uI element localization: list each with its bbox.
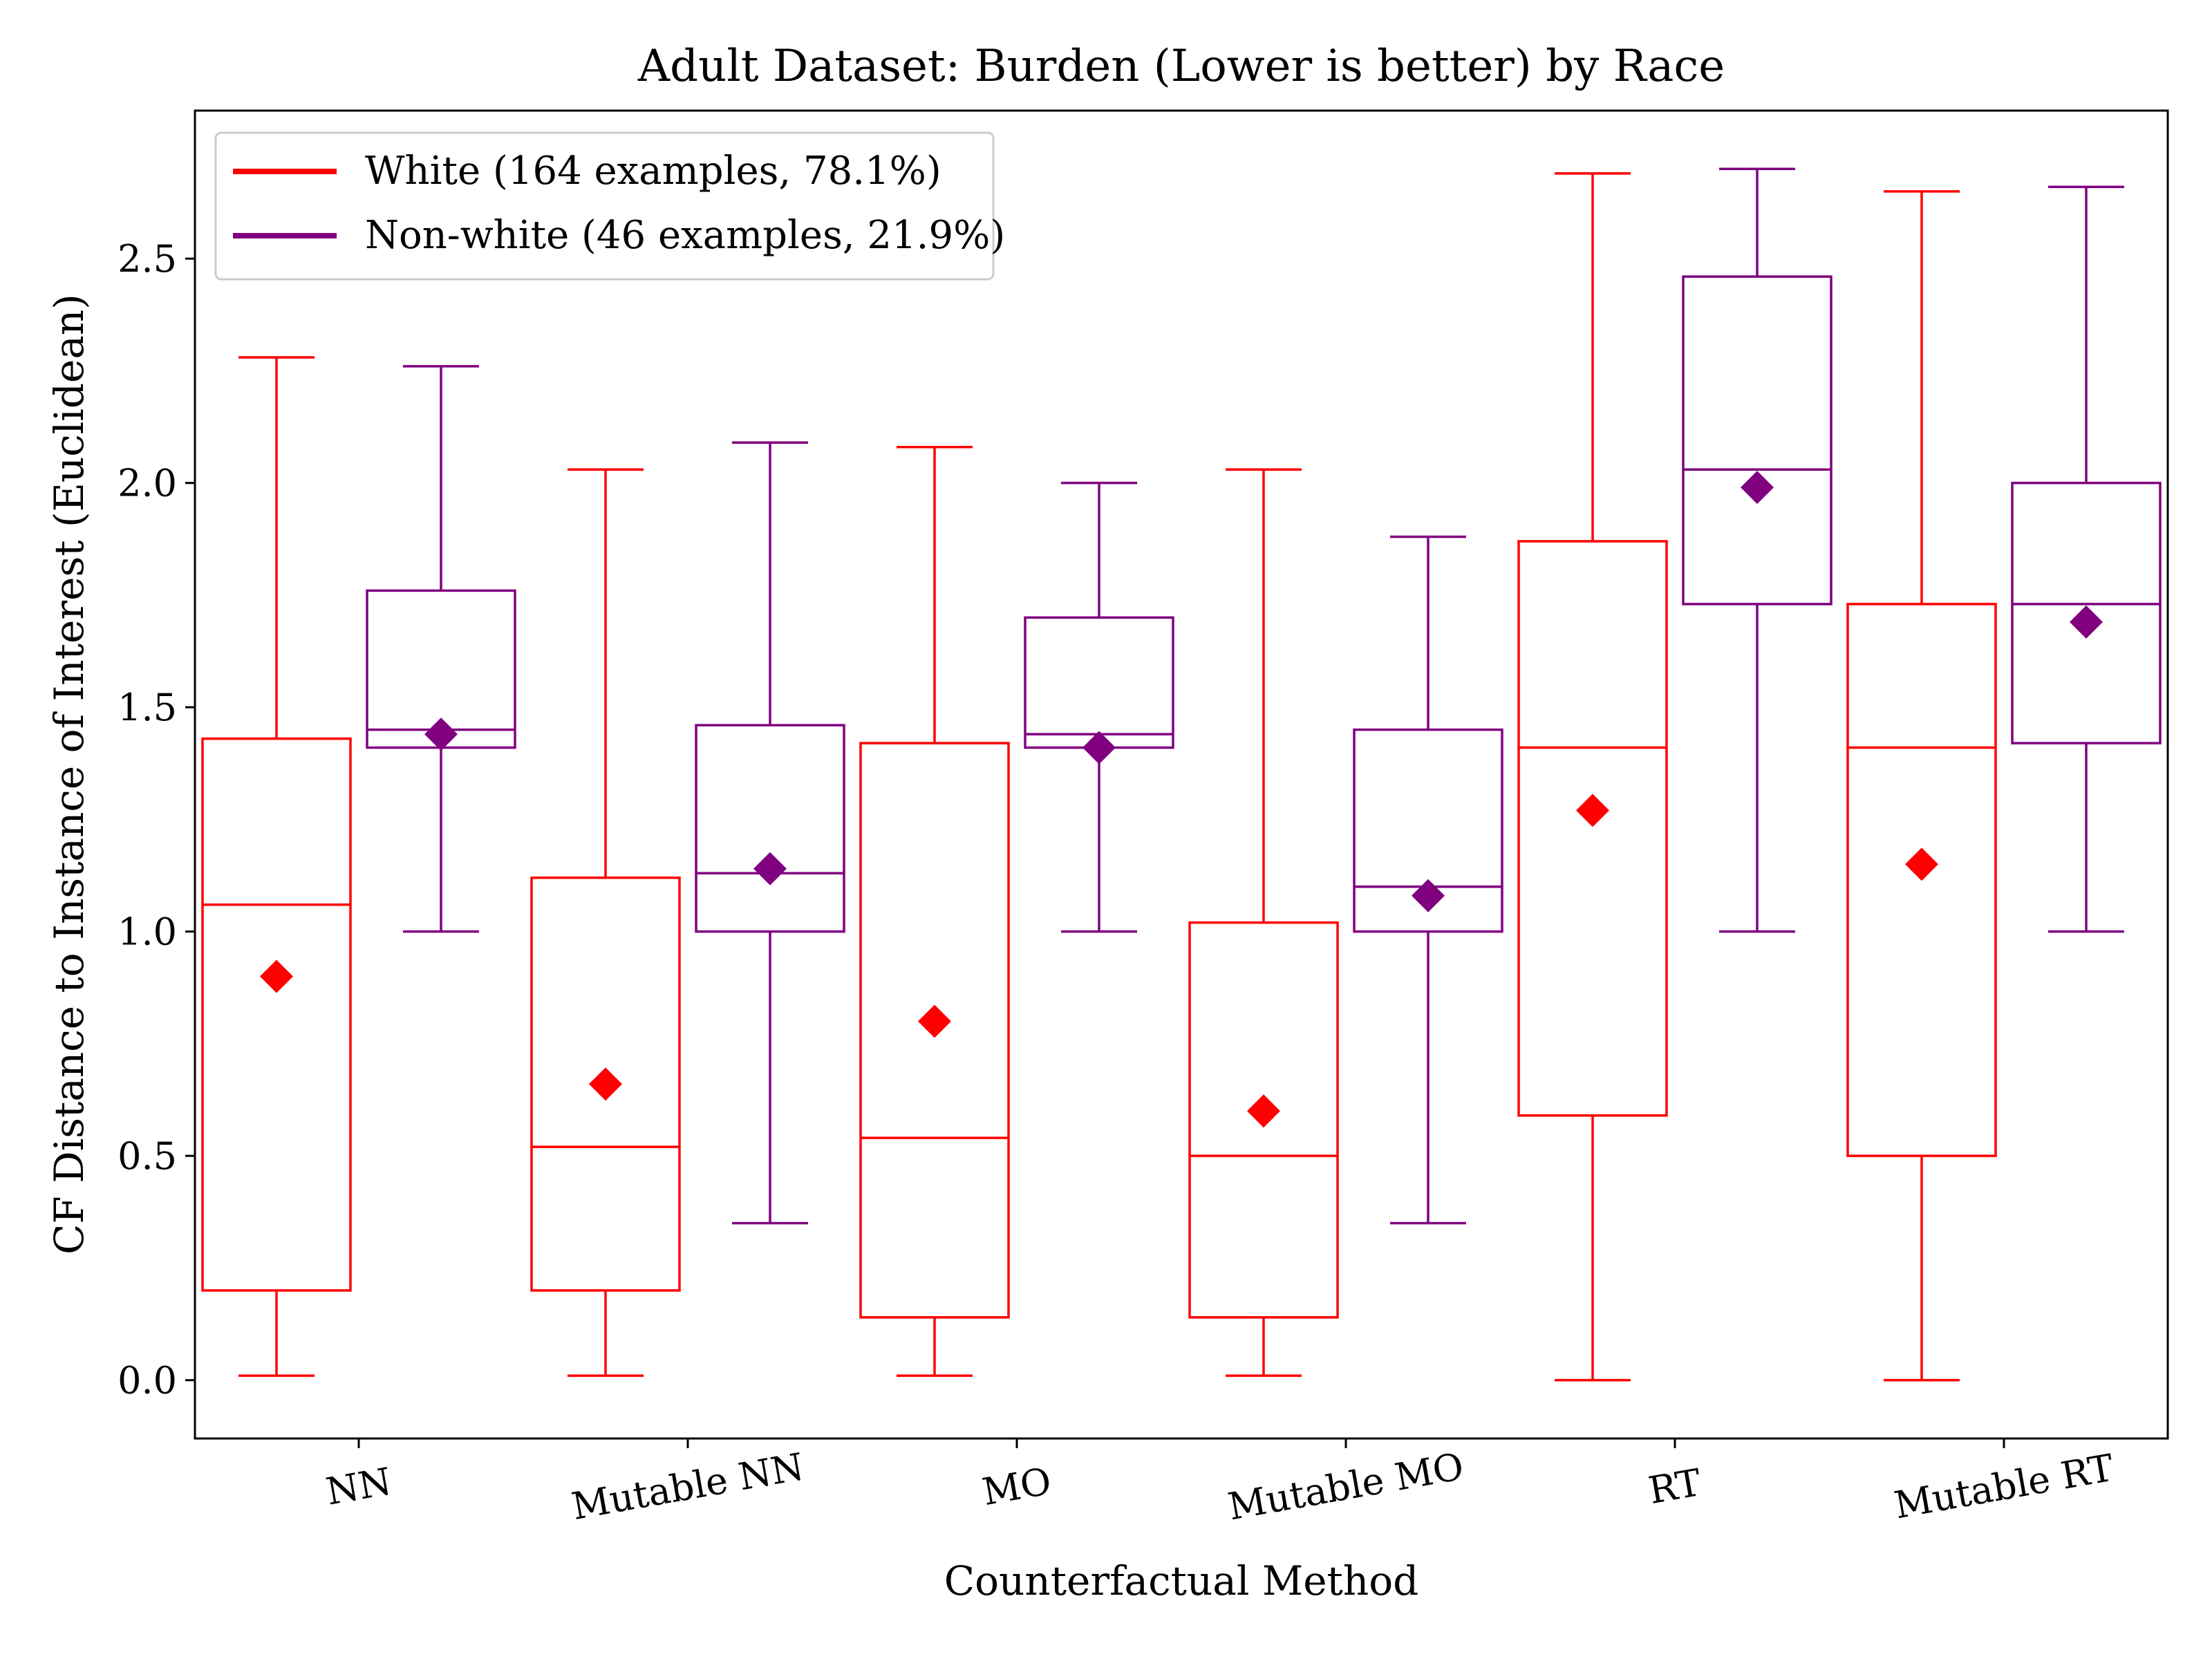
mean-marker xyxy=(1576,794,1609,827)
box-group xyxy=(1682,167,1833,933)
legend: White (164 examples, 78.1%) Non-white (4… xyxy=(214,131,1005,281)
box-group xyxy=(366,365,516,933)
y-tick-label: 1.5 xyxy=(118,686,177,729)
box-iqr xyxy=(1517,540,1668,1117)
mean-marker xyxy=(1247,1094,1280,1128)
mean-marker xyxy=(1905,847,1938,881)
box-iqr xyxy=(1188,921,1339,1319)
box-group xyxy=(695,441,845,1225)
legend-frame xyxy=(214,131,995,281)
box-iqr xyxy=(2011,481,2162,744)
box-iqr xyxy=(1353,728,1503,933)
y-axis-label: CF Distance to Instance of Interest (Euc… xyxy=(46,294,93,1255)
y-tick-label: 2.5 xyxy=(118,237,177,281)
y-axis: 0.0 0.5 1.0 1.5 2.0 2.5 xyxy=(118,237,195,1403)
y-tick-label: 2.0 xyxy=(118,462,177,505)
plot-area xyxy=(201,167,2162,1382)
mean-marker xyxy=(918,1004,951,1038)
mean-marker xyxy=(1741,471,1774,505)
box-group xyxy=(859,445,1010,1377)
box-iqr xyxy=(1846,603,1997,1157)
box-group xyxy=(1517,172,1668,1382)
mean-marker xyxy=(589,1067,622,1101)
legend-label-white: White (164 examples, 78.1%) xyxy=(365,149,941,194)
legend-label-nonwhite: Non-white (46 examples, 21.9%) xyxy=(365,213,1005,258)
y-tick-label: 1.0 xyxy=(118,910,177,954)
y-tick-label: 0.0 xyxy=(118,1359,177,1403)
box-iqr xyxy=(695,724,845,933)
box-iqr xyxy=(859,742,1010,1319)
mean-marker xyxy=(1412,879,1445,912)
box-group xyxy=(1353,535,1503,1225)
box-group xyxy=(201,356,352,1377)
box-group xyxy=(1024,481,1174,933)
box-iqr xyxy=(201,737,352,1292)
mean-marker xyxy=(260,959,293,993)
mean-marker xyxy=(753,852,787,885)
mean-marker xyxy=(424,718,458,751)
box-group xyxy=(2011,185,2162,933)
chart-title: Adult Dataset: Burden (Lower is better) … xyxy=(637,41,1725,92)
mean-marker xyxy=(1082,731,1116,765)
box-iqr xyxy=(1682,275,1833,606)
x-axis-label: Counterfactual Method xyxy=(944,1557,1419,1604)
mean-marker xyxy=(2070,605,2103,639)
box-group xyxy=(1188,468,1339,1377)
box-group xyxy=(530,468,681,1377)
plot-frame xyxy=(194,109,2169,1440)
box-iqr xyxy=(530,877,681,1292)
x-tick-label: RT xyxy=(1645,1461,1705,1512)
y-tick-label: 0.5 xyxy=(118,1134,177,1178)
box-group xyxy=(1846,190,1997,1382)
